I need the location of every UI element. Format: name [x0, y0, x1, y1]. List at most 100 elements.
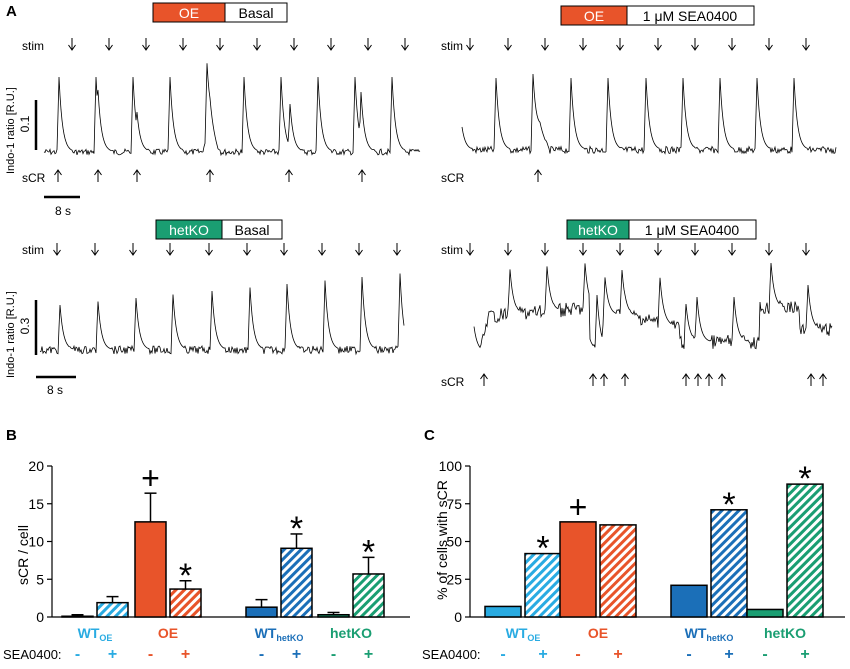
- treatment-label-b: SEA0400:: [3, 647, 62, 662]
- traces-layer: [39, 38, 837, 386]
- scr-arrow-1-3: [133, 169, 141, 182]
- scr-arrow-4-10: [819, 373, 827, 386]
- scr-arrow-4-4: [621, 373, 629, 386]
- calcium-trace-3: [39, 273, 405, 356]
- significance-mark: *: [798, 460, 811, 498]
- y-tick-label: 25: [446, 571, 462, 587]
- treatment-sign: -: [575, 646, 580, 663]
- bar-b-wthetko-plus: [280, 547, 313, 618]
- stim-arrow-4-2: [504, 243, 512, 256]
- scr-arrow-4-2: [589, 373, 597, 386]
- trace-1-ylabel: Indo-1 ratio [R.U.]: [5, 87, 17, 174]
- scr-arrow-4-3: [600, 373, 608, 386]
- trace-3-scale-value: 0.3: [18, 317, 32, 334]
- significance-mark: *: [179, 557, 192, 595]
- trace-3-label: hetKO Basal: [155, 219, 283, 240]
- calcium-trace-4: [473, 262, 833, 350]
- stim-arrow-4-5: [616, 243, 624, 256]
- stim-arrow-4-3: [541, 243, 549, 256]
- bar-c-oe-plus: [599, 524, 637, 618]
- trace-1-condition: Basal: [238, 5, 273, 21]
- bar-c-wtoe-minus: [484, 605, 522, 618]
- trace-2-group: OE: [584, 8, 604, 24]
- trace-4-group: hetKO: [578, 222, 618, 238]
- treatment-sign: -: [331, 646, 336, 663]
- treatment-sign: -: [500, 646, 505, 663]
- scr-arrow-1-4: [206, 169, 214, 182]
- bar-b-hetko-plus: [352, 573, 385, 618]
- stim-arrow-1-6: [253, 38, 261, 51]
- trace-4-group-box: [567, 220, 629, 239]
- trace-2-stim-label: stim: [441, 39, 463, 53]
- bar-b-wthetko-minus: [245, 606, 278, 618]
- stim-arrow-1-4: [179, 38, 187, 51]
- stim-arrow-4-7: [691, 243, 699, 256]
- trace-3-ylabel: Indo-1 ratio [R.U.]: [5, 291, 17, 378]
- scr-arrow-4-8: [718, 373, 726, 386]
- stim-arrow-4-1: [466, 243, 474, 256]
- scr-arrow-4-7: [705, 373, 713, 386]
- stim-arrow-1-7: [290, 38, 298, 51]
- treatment-sign: -: [762, 646, 767, 663]
- treatment-sign: +: [538, 646, 547, 663]
- trace-1-scale-time: 8 s: [55, 204, 71, 218]
- y-tick-label: 5: [36, 571, 44, 587]
- trace-1-group-box: [153, 3, 225, 22]
- stim-arrow-1-8: [327, 38, 335, 51]
- stim-arrow-3-1: [53, 243, 61, 256]
- y-tick-label: 10: [28, 534, 44, 550]
- trace-3-stim-label: stim: [22, 243, 44, 257]
- bar-c-hetko-minus: [746, 608, 784, 618]
- significance-mark: +: [141, 460, 160, 496]
- stim-arrow-3-4: [166, 243, 174, 256]
- bar-c-wthetko-minus: [670, 584, 708, 618]
- trace-4-label: hetKO 1 μM SEA0400: [566, 219, 757, 240]
- treatment-sign: +: [724, 646, 733, 663]
- scr-arrow-1-1: [54, 169, 62, 182]
- stim-arrow-2-8: [728, 38, 736, 51]
- significance-mark: *: [536, 530, 549, 568]
- treatment-sign: -: [75, 646, 80, 663]
- trace-2-condition-box: [627, 6, 754, 25]
- treatment-sign: -: [148, 646, 153, 663]
- significance-mark: *: [722, 486, 735, 524]
- y-tick-label: 75: [446, 496, 462, 512]
- stim-arrow-2-1: [466, 38, 474, 51]
- calcium-trace-2: [461, 73, 837, 155]
- treatment-sign: +: [800, 646, 809, 663]
- group-label: hetKO: [330, 625, 372, 641]
- bar-c-oe-minus: [559, 521, 597, 618]
- stim-arrow-3-2: [91, 243, 99, 256]
- stim-arrow-4-4: [579, 243, 587, 256]
- bar-c-hetko-plus: [786, 483, 824, 618]
- stim-arrow-1-1: [68, 38, 76, 51]
- trace-3-group-box: [156, 220, 222, 239]
- panel-c-letter: C: [424, 427, 435, 444]
- y-tick-label: 20: [28, 458, 44, 474]
- stim-arrow-4-6: [654, 243, 662, 256]
- y-tick-label: 0: [454, 609, 462, 625]
- trace-1-stim-label: stim: [22, 39, 44, 53]
- stim-arrow-3-7: [280, 243, 288, 256]
- trace-2-group-box: [561, 6, 627, 25]
- bar-b-wtoe-plus: [96, 601, 129, 618]
- stim-arrow-1-9: [364, 38, 372, 51]
- bar-c-wthetko-plus: [710, 509, 748, 618]
- stim-arrow-2-3: [541, 38, 549, 51]
- trace-3-condition: Basal: [234, 222, 269, 238]
- stim-arrow-3-9: [355, 243, 363, 256]
- stim-arrow-2-6: [654, 38, 662, 51]
- treatment-label-c: SEA0400:: [422, 647, 481, 662]
- stim-arrow-2-10: [802, 38, 810, 51]
- chart-b-ylabel: sCR / cell: [15, 525, 31, 585]
- trace-4-condition-box: [629, 220, 756, 239]
- treatment-sign: +: [108, 646, 117, 663]
- stim-arrow-3-6: [243, 243, 251, 256]
- trace-2-scr-label: sCR: [441, 171, 465, 185]
- trace-1-label: OE Basal: [152, 2, 288, 23]
- stim-arrow-3-10: [393, 243, 401, 256]
- trace-3-group: hetKO: [169, 222, 209, 238]
- scr-arrow-4-1: [480, 373, 488, 386]
